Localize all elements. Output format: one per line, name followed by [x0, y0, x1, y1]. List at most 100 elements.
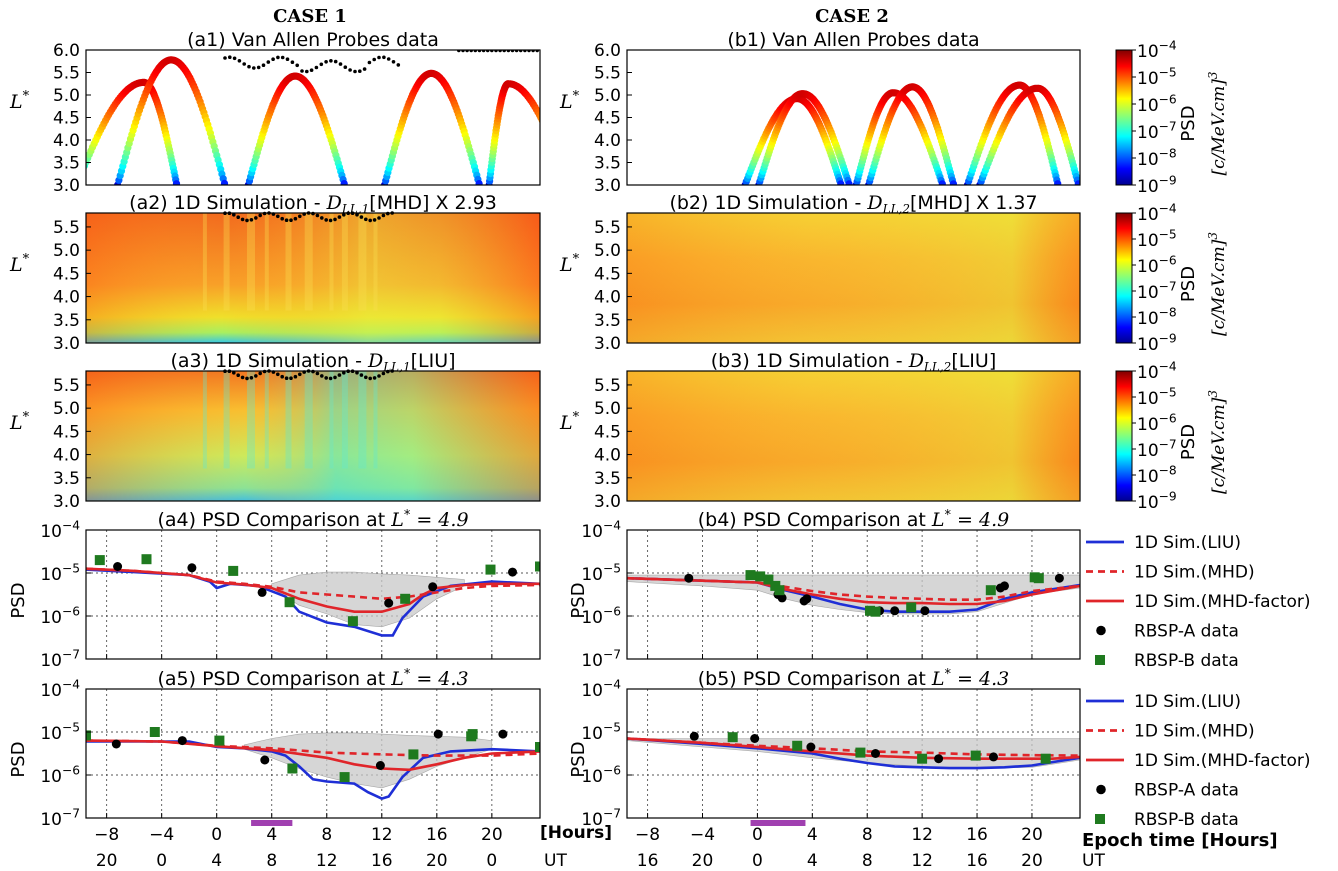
- x-tick-label-hours: 12: [371, 825, 393, 845]
- y-tick-label: 5.5: [594, 218, 621, 238]
- x-tick-label-ut: 0: [486, 851, 497, 871]
- lmax-point: [249, 218, 254, 222]
- y-tick-label: 4.0: [594, 131, 621, 151]
- heatmap-streak: [329, 213, 334, 311]
- lmax-point: [386, 57, 391, 61]
- y-tick-label: 5.0: [594, 399, 621, 419]
- lmax-point: [381, 371, 386, 376]
- lmax-point: [256, 65, 261, 70]
- x-tick-label-hours: 20: [481, 825, 503, 845]
- heatmap-streaks: [202, 371, 378, 469]
- lmax-points: [223, 369, 395, 381]
- legend-entry: 1D Sim.(MHD-factor): [1086, 751, 1311, 771]
- orbit-point: [837, 180, 845, 185]
- panel-b2: (b2) 1D Simulation - DLL,2[MHD] X 1.37 5.…: [559, 192, 1081, 354]
- legend-entry: RBSP-B data: [1095, 651, 1239, 671]
- heatmap-streak: [373, 213, 378, 311]
- lmax-point: [372, 218, 377, 222]
- colorbar-tick-label: 10−5: [1137, 385, 1177, 409]
- lmax-point: [300, 69, 304, 73]
- plot-frame: [85, 688, 541, 819]
- lmax-point: [396, 63, 401, 67]
- y-tick-label: 6.0: [594, 41, 621, 61]
- lmax-point: [382, 55, 386, 60]
- y-axis-label: L*: [559, 89, 580, 113]
- plot-frame: [626, 688, 1081, 819]
- orbit-point: [558, 161, 565, 168]
- colorbar-gradient: [1115, 49, 1133, 186]
- y-tick-label: 4.0: [53, 446, 80, 466]
- y-tick-label: 5.0: [53, 241, 80, 261]
- panel-a1: (a1) Van Allen Probes data 6.0 5.55.0 4.54.…: [9, 29, 566, 196]
- colorbar-tick-label: 10−8: [1137, 146, 1177, 170]
- x-tick-label-ut: 20: [692, 851, 714, 871]
- orbit-point: [540, 120, 547, 127]
- y-tick-label: 4.5: [594, 109, 621, 129]
- y-tick-label: 10−7: [581, 647, 621, 671]
- colorbar-tick-label: 10−9: [1137, 489, 1177, 513]
- heatmap-streak: [341, 213, 348, 311]
- colorbar-tick-label: 10−9: [1137, 331, 1177, 355]
- lmax-point: [355, 370, 359, 375]
- colorbar-tick-label: 10−7: [1137, 119, 1177, 143]
- lmax-point: [328, 218, 333, 223]
- y-tick-label: 5.0: [53, 399, 80, 419]
- rbsp-b-point: [408, 749, 419, 760]
- rbsp-b-point: [917, 753, 928, 764]
- x-tick-label-ut: 16: [637, 851, 659, 871]
- y-tick-label: 4.5: [53, 109, 80, 129]
- colorbar-tick-label: 10−4: [1137, 359, 1177, 383]
- legend-label: 1D Sim.(MHD): [1134, 563, 1255, 583]
- legend-upper: 1D Sim.(LIU) 1D Sim.(MHD) 1D Sim.(MHD-fact…: [1086, 533, 1311, 671]
- storm-interval-bar: [750, 820, 806, 826]
- orbit-point: [559, 165, 566, 172]
- y-tick-label: 4.0: [594, 288, 621, 308]
- colorbar-tick-label: 10−7: [1137, 437, 1177, 461]
- x-tick-label-ut: 8: [266, 851, 277, 871]
- rbsp-b-point: [1040, 753, 1051, 764]
- rbsp-b-point: [535, 742, 540, 752]
- colorbar: 10−4 10−5 10−6 10−7 10−8 10−9 PSD [c/MeV.cm]3: [1115, 38, 1229, 197]
- orbit-point: [86, 167, 87, 172]
- lmax-point: [254, 374, 258, 378]
- y-tick-label: 3.5: [53, 311, 80, 331]
- lmax-point: [324, 218, 329, 222]
- orbit-point: [546, 133, 553, 140]
- lmax-point: [367, 60, 372, 65]
- x-tick-label-ut: 0: [156, 851, 167, 871]
- x-tick-label-hours: 20: [1021, 825, 1043, 845]
- panel-title: (a2) 1D Simulation - DLL,1[MHD] X 2.93: [129, 192, 497, 216]
- heatmap-streak: [358, 213, 367, 311]
- legend-label: 1D Sim.(MHD-factor): [1134, 592, 1311, 612]
- plot-area: [627, 689, 1080, 818]
- rbsp-a-point: [433, 729, 443, 739]
- x-tick-label-ut: 20: [96, 851, 118, 871]
- heatmap-streak: [358, 371, 367, 469]
- heatmap-temporal-variation: [86, 213, 540, 343]
- plot-frame: [85, 212, 541, 344]
- lmax-point: [295, 63, 300, 68]
- panel-title: (a5) PSD Comparison at L* = 4.3: [157, 667, 468, 690]
- orbit-point: [556, 158, 563, 165]
- heatmap-streaks: [202, 213, 378, 311]
- rbsp-a-point: [111, 739, 121, 749]
- rbsp-a-point: [934, 754, 944, 764]
- legend-swatch: [1095, 655, 1105, 665]
- lmax-point: [305, 69, 309, 74]
- lmax-point: [254, 216, 258, 220]
- lmax-point: [359, 373, 364, 377]
- y-tick-label: 5.5: [53, 64, 80, 84]
- lmax-point: [319, 62, 324, 67]
- x-tick-label-hours: −8: [94, 825, 119, 845]
- panel-title: (b2) 1D Simulation - DLL,2[MHD] X 1.37: [669, 192, 1037, 216]
- hours-label-left: [Hours]: [540, 823, 612, 843]
- storm-interval-bar: [251, 820, 293, 826]
- legend-label: RBSP-A data: [1134, 781, 1239, 801]
- lmax-point: [240, 217, 245, 222]
- y-tick-label: 10−6: [581, 763, 621, 787]
- y-tick-label: 10−7: [581, 806, 621, 830]
- rbsp-a-point: [508, 567, 517, 577]
- x-tick-label-hours: 8: [321, 825, 332, 845]
- plot-area: [627, 530, 1080, 659]
- heatmap-streak: [247, 213, 255, 311]
